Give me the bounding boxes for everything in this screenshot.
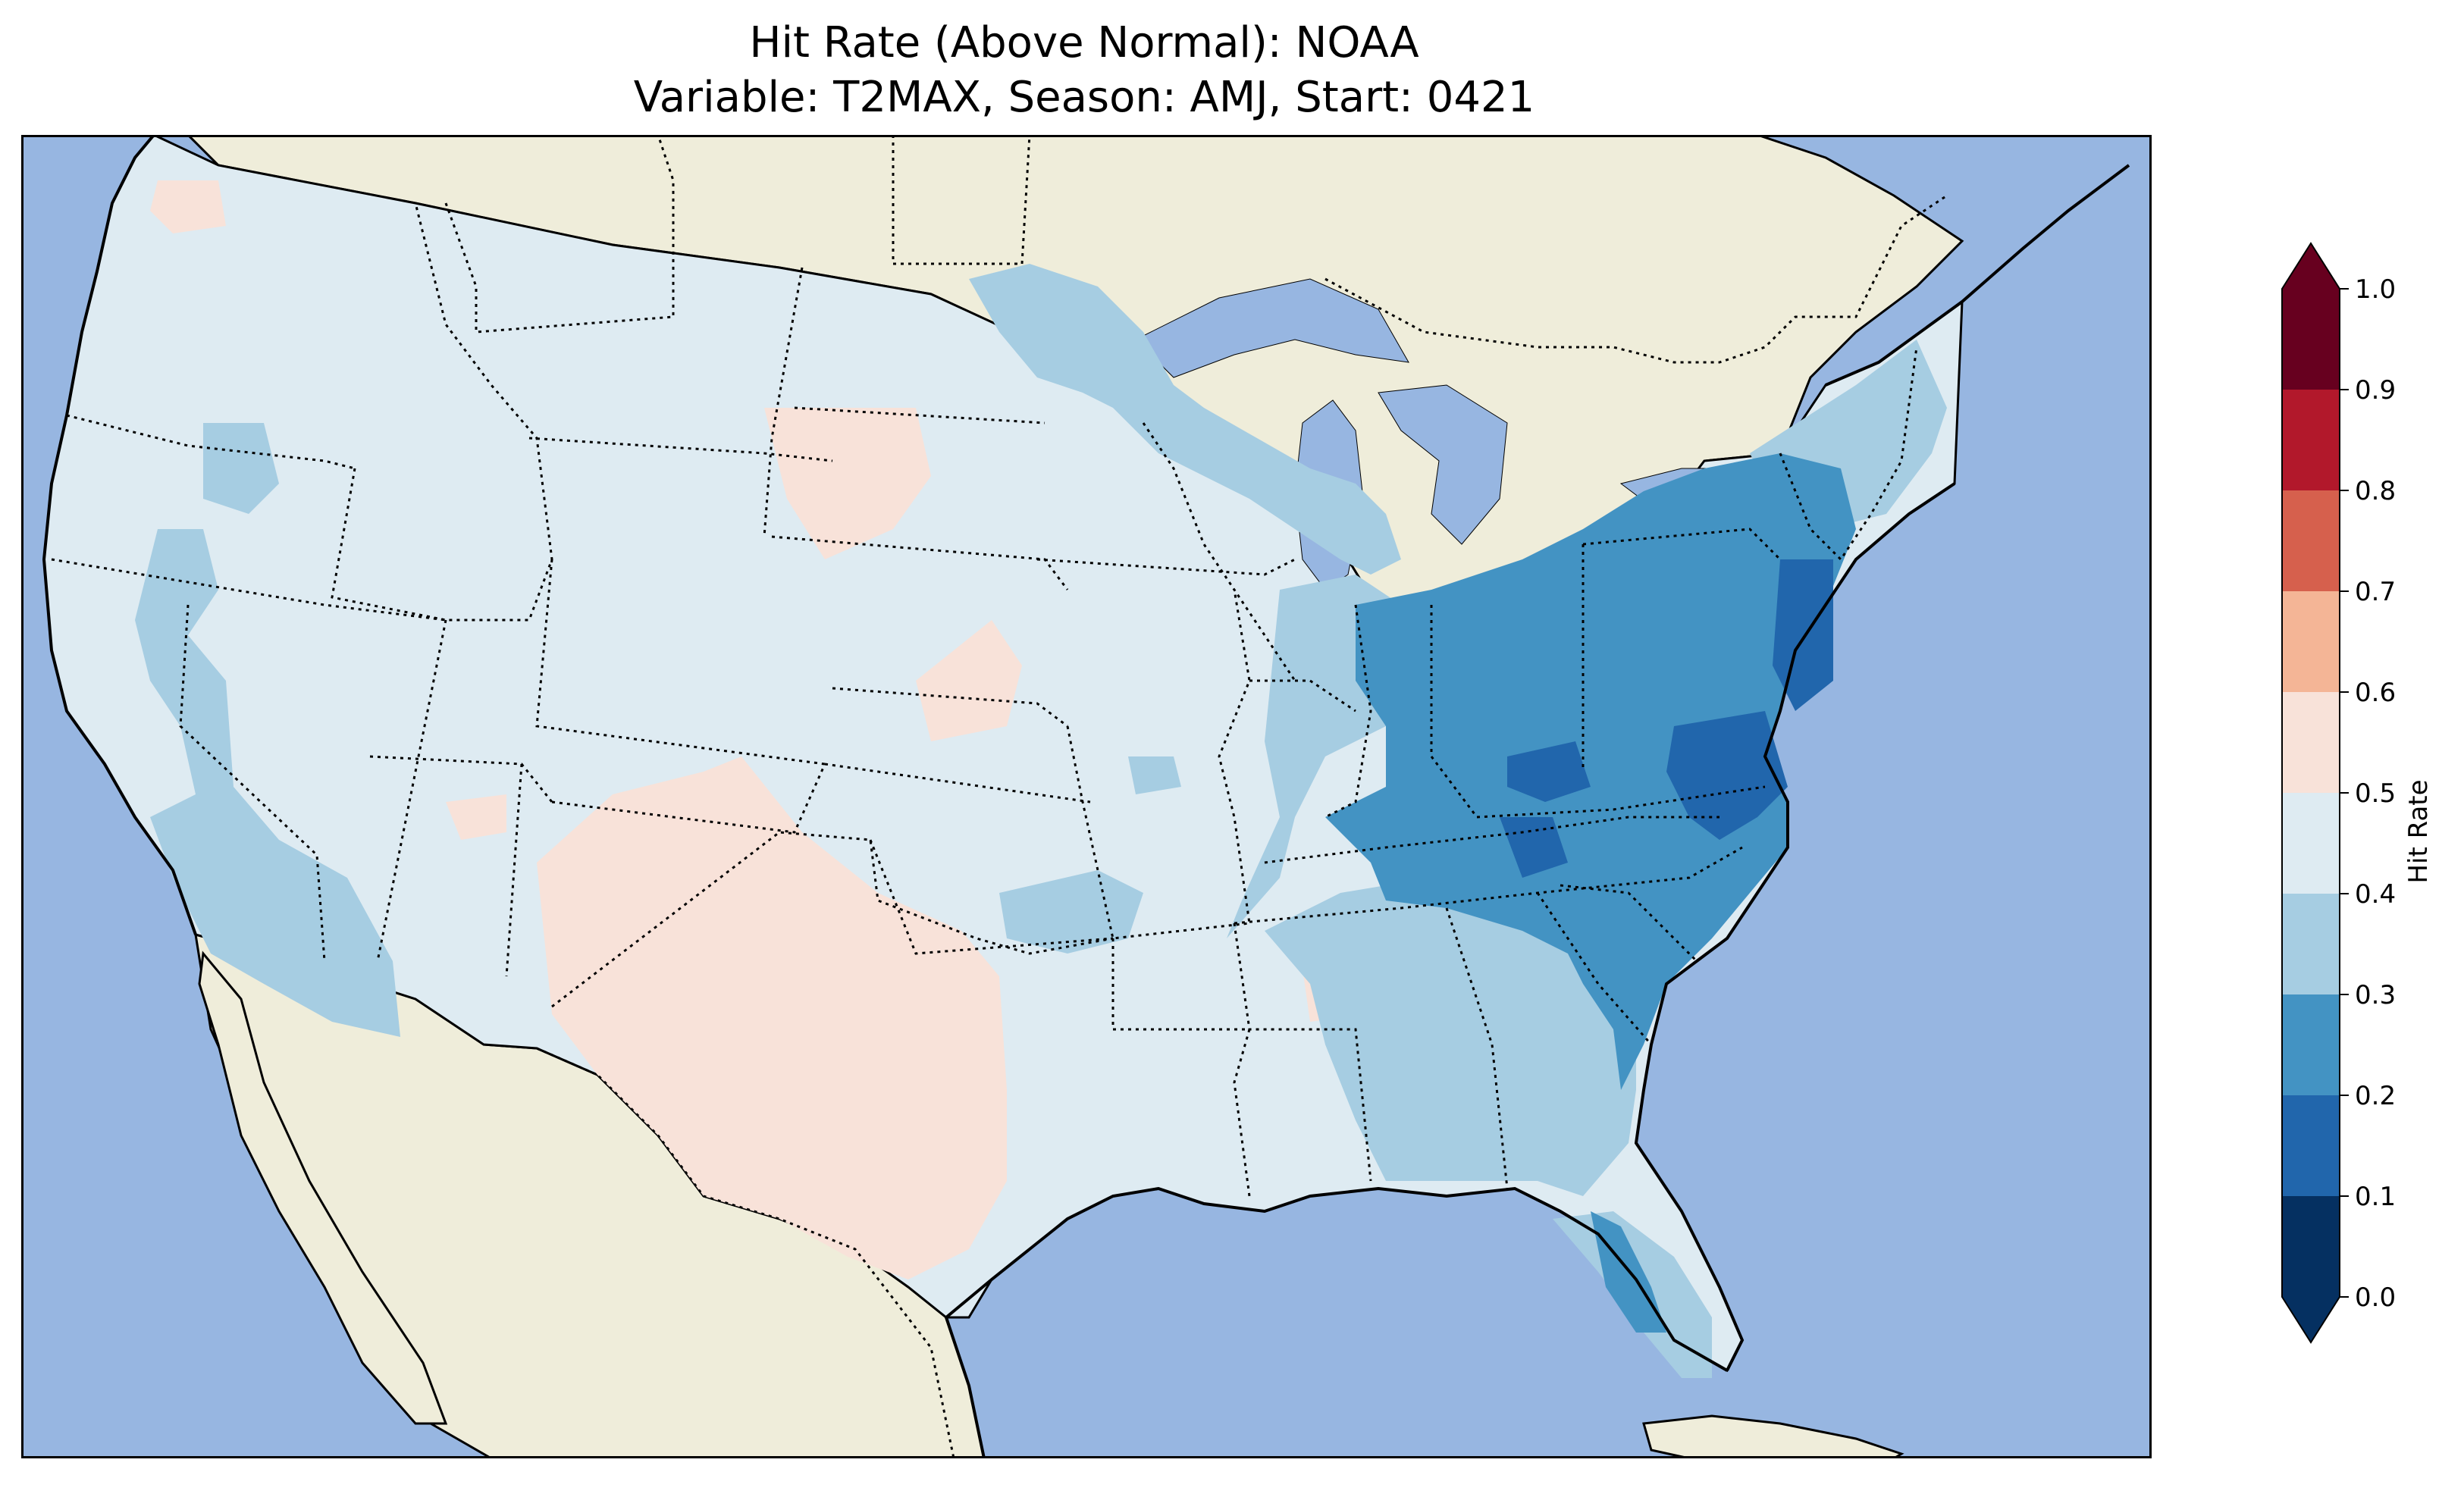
- border-ms-al: [1233, 922, 1372, 1182]
- colorbar-label: Hit Rate: [2403, 779, 2434, 884]
- colorbar-extend-under: [2282, 1297, 2340, 1342]
- colorbar-bin-9: [2282, 289, 2340, 390]
- region-southwest-pink: [537, 756, 1007, 1279]
- region-nj-dark: [1773, 559, 1833, 711]
- map-frame: [21, 135, 2152, 1458]
- colorbar-tick-label-3: 0.3: [2355, 980, 2396, 1010]
- colorbar-tick-label-6: 0.6: [2355, 678, 2396, 708]
- border-al-ga: [1445, 907, 1509, 1189]
- border-ky-tn: [1264, 816, 1719, 864]
- state-borders: [51, 135, 1948, 1458]
- region-va-dark: [1666, 711, 1788, 840]
- colorbar-tick-label-7: 0.7: [2355, 577, 2396, 607]
- hit-rate-regions: [135, 180, 1947, 1378]
- colorbar-bin-4: [2282, 793, 2340, 894]
- border-mt-wy: [528, 437, 833, 462]
- colorbar-bin-7: [2282, 490, 2340, 591]
- border-mo: [1066, 589, 1251, 940]
- border-nc-sc: [1560, 884, 1698, 963]
- colorbar-extend-over: [2282, 243, 2340, 289]
- region-pnw-pink: [150, 180, 226, 233]
- coastlines: [42, 135, 2130, 1458]
- border-wy-co: [535, 559, 826, 766]
- colorbar-bin-6: [2282, 591, 2340, 692]
- border-mexico: [536, 1047, 955, 1458]
- region-dakota-pink: [764, 408, 931, 559]
- colorbar-tick-label-4: 0.4: [2355, 879, 2396, 910]
- region-nebraska-pink: [916, 620, 1022, 741]
- colorbar-tick-label-0: 0.0: [2355, 1283, 2396, 1313]
- border-il-in: [1324, 604, 1372, 819]
- region-oklahoma-blue: [999, 870, 1143, 954]
- border-az-nm: [505, 763, 523, 977]
- colorbar-tick-label-1: 0.1: [2355, 1182, 2396, 1212]
- region-oregon-blue: [203, 423, 279, 514]
- border-ca-nv: [179, 604, 326, 962]
- map-title: Hit Rate (Above Normal): NOAA: [749, 18, 1419, 67]
- coast-maritimes: [1825, 164, 2130, 387]
- region-minnesota-blue: [969, 264, 1401, 575]
- colorbar-tick-label-9: 0.9: [2355, 375, 2396, 406]
- bin-0.1-0.2: [1500, 559, 1833, 878]
- map-subtitle: Variable: T2MAX, Season: AMJ, Start: 042…: [633, 73, 1535, 122]
- bin-0.5-0.6: [150, 180, 1363, 1279]
- region-california-blue: [135, 529, 400, 1037]
- coast-atlantic: [1634, 482, 1956, 1371]
- border-or-ca: [51, 558, 447, 622]
- baja-land: [198, 951, 448, 1425]
- region-ky-dark: [1500, 817, 1568, 878]
- colorbar-bin-2: [2282, 994, 2340, 1095]
- border-va-nc: [1476, 785, 1766, 819]
- region-south-blue: [1265, 878, 1636, 1196]
- border-ne-ks: [832, 687, 1068, 728]
- colorbar-tick-label-2: 0.2: [2355, 1081, 2396, 1111]
- border-canada-east: [1324, 194, 1948, 364]
- lake-huron: [1378, 384, 1508, 545]
- region-wv-dark: [1507, 741, 1591, 802]
- coast-gulf: [944, 1186, 1728, 1458]
- region-utah-pink: [446, 794, 506, 840]
- colorbar-bin-1: [2282, 1095, 2340, 1196]
- border-ia-il: [1249, 679, 1356, 713]
- border-ok-tx: [869, 839, 1114, 955]
- colorbar: 0.0 0.1 0.2 0.3 0.4 0.5 0.6 0.7 0.8 0.9 1.0: [2281, 242, 2396, 1344]
- lake-superior: [1135, 278, 1409, 378]
- colorbar-tick-label-5: 0.5: [2355, 778, 2396, 809]
- bin-0.3-0.4: [135, 264, 1947, 1378]
- border-nv-ut: [376, 619, 447, 962]
- hit-rate-map: [21, 135, 2152, 1458]
- border-co-nm: [551, 763, 826, 834]
- region-kansas-blue: [1128, 756, 1181, 794]
- border-nm-tx: [551, 831, 1114, 1008]
- colorbar-bin-5: [2282, 692, 2340, 793]
- cuba-land: [1642, 1414, 1904, 1458]
- region-eastern-blue: [1325, 453, 1856, 1090]
- colorbar-tick-label-8: 0.8: [2355, 476, 2396, 506]
- colorbar-bin-8: [2282, 390, 2340, 490]
- border-mn-ia: [1036, 558, 1296, 576]
- colorbar-bin-0: [2282, 1196, 2340, 1297]
- border-sd-ne: [771, 535, 1069, 590]
- colorbar-tick-label-10: 1.0: [2355, 274, 2396, 305]
- border-new-england: [1779, 346, 1918, 562]
- coast-pacific: [42, 135, 197, 935]
- border-in-oh: [1430, 605, 1478, 818]
- colorbar-bin-3: [2282, 894, 2340, 994]
- border-pa-ny: [1582, 528, 1782, 561]
- border-wa-or: [66, 414, 356, 470]
